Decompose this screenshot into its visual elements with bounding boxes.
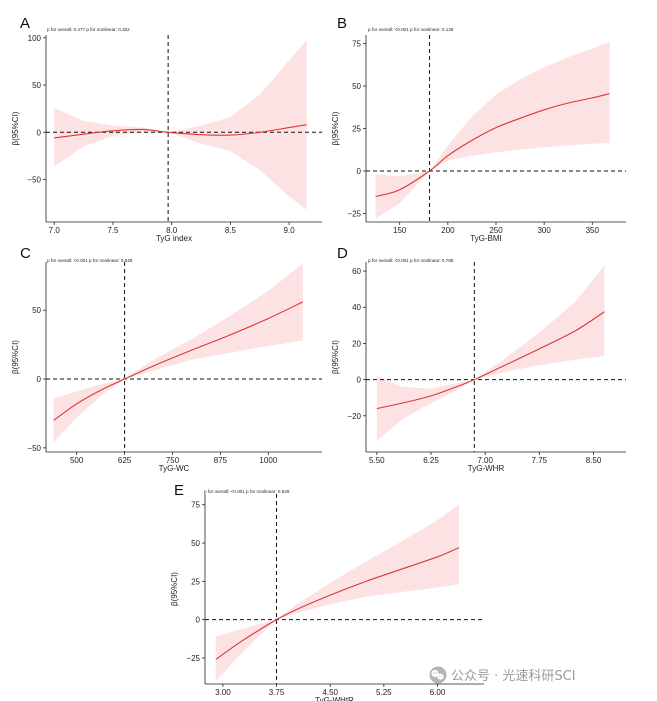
y-tick-label: 40	[352, 303, 361, 312]
x-tick-label: 3.00	[215, 688, 231, 697]
x-axis-title: TyG-BMI	[470, 234, 502, 243]
y-tick-label: 0	[37, 375, 42, 384]
y-tick-label: 50	[352, 82, 361, 91]
confidence-band	[54, 39, 307, 210]
estimate-curve	[54, 124, 307, 139]
y-axis-title: β(95%CI)	[331, 340, 340, 374]
x-tick-label: 9.0	[284, 226, 296, 235]
watermark-text: 公众号 · 光速科研SCI	[451, 669, 576, 684]
confidence-band	[376, 265, 605, 442]
y-tick-label: −25	[186, 654, 200, 663]
p-value-note: p for overall: 0.477 p for nonlinear: 0.…	[47, 27, 130, 32]
estimate-curve	[376, 311, 605, 410]
x-tick-label: 8.0	[166, 226, 178, 235]
x-axis-title: TyG index	[156, 234, 192, 243]
y-tick-label: 0	[37, 128, 42, 137]
x-tick-label: 6.00	[430, 688, 446, 697]
y-tick-label: 0	[196, 616, 201, 625]
x-tick-label: 7.5	[107, 226, 119, 235]
estimate-curve	[375, 93, 610, 198]
panel-letter: C	[20, 245, 31, 262]
panel-letter: E	[174, 482, 184, 499]
x-tick-label: 7.75	[532, 456, 548, 465]
panel-c: 500 625 750 875 1000 −50 0 50 TyG-WC β(95%CI) C p f…	[11, 245, 322, 473]
p-value-note: p for overall: <0.001 p for nonlinear: 0…	[368, 258, 454, 263]
x-tick-label: 3.75	[269, 688, 285, 697]
p-value-note: p for overall: <0.001 p for nonlinear: 0…	[204, 489, 290, 494]
y-tick-label: 60	[352, 267, 361, 276]
x-tick-label: 1000	[259, 456, 277, 465]
confidence-band	[53, 263, 303, 443]
y-tick-label: 75	[352, 40, 361, 49]
panel-letter: D	[337, 245, 348, 262]
y-tick-label: −50	[27, 444, 41, 453]
y-tick-label: −50	[27, 176, 41, 185]
x-tick-label: 300	[537, 226, 551, 235]
confidence-band	[375, 41, 610, 219]
x-tick-label: 150	[393, 226, 407, 235]
p-value-note: p for overall: <0.001 p for nonlinear: 0…	[368, 27, 454, 32]
watermark: 公众号 · 光速科研SCI	[429, 666, 576, 684]
y-tick-label: 100	[28, 34, 42, 43]
x-tick-label: 350	[586, 226, 600, 235]
x-tick-label: 6.25	[423, 456, 439, 465]
x-tick-label: 200	[441, 226, 455, 235]
x-tick-label: 750	[166, 456, 180, 465]
estimate-curve	[53, 301, 304, 421]
y-axis-title: β(95%CI)	[11, 111, 20, 145]
wechat-icon	[429, 666, 447, 684]
y-tick-label: 20	[352, 339, 361, 348]
x-tick-label: 8.5	[225, 226, 237, 235]
y-tick-label: −25	[347, 210, 361, 219]
x-tick-label: 7.00	[477, 456, 493, 465]
x-axis-title: TyG-WHtR	[315, 696, 354, 701]
y-tick-label: 0	[357, 167, 362, 176]
y-tick-label: 0	[357, 376, 362, 385]
y-tick-label: 50	[191, 539, 200, 548]
x-tick-label: 4.50	[322, 688, 338, 697]
y-tick-label: 50	[32, 81, 41, 90]
y-tick-label: 75	[191, 501, 200, 510]
panel-b: 150 200 250 300 350 −25 0 25 50 75 TyG-BMI β(95%CI)…	[331, 15, 626, 243]
x-axis-title: TyG-WC	[159, 464, 190, 473]
x-tick-label: 500	[70, 456, 84, 465]
y-axis-title: β(95%CI)	[170, 572, 179, 606]
estimate-curve	[215, 547, 460, 660]
y-axis-title: β(95%CI)	[331, 111, 340, 145]
x-tick-label: 7.0	[49, 226, 61, 235]
panel-e: 3.00 3.75 4.50 5.25 6.00 −25 0 25 50 75 TyG-WHtR β(…	[170, 482, 484, 701]
x-tick-label: 5.25	[376, 688, 392, 697]
x-tick-label: 5.50	[369, 456, 385, 465]
panel-d: 5.50 6.25 7.00 7.75 8.50 −20 0 20 40 60 TyG-WHR β(9…	[331, 245, 626, 473]
y-tick-label: 25	[191, 577, 200, 586]
x-tick-label: 875	[214, 456, 228, 465]
x-tick-label: 8.50	[586, 456, 602, 465]
y-axis-title: β(95%CI)	[11, 340, 20, 374]
panel-letter: B	[337, 15, 347, 32]
panel-a: 7.0 7.5 8.0 8.5 9.0 −50 0 50 100 TyG index β(95%CI…	[11, 15, 322, 243]
y-tick-label: 25	[352, 125, 361, 134]
p-value-note: p for overall: <0.001 p for nonlinear: 0…	[47, 258, 133, 263]
x-axis-title: TyG-WHR	[468, 464, 505, 473]
x-tick-label: 250	[489, 226, 503, 235]
panel-letter: A	[20, 15, 30, 32]
y-tick-label: 50	[32, 306, 41, 315]
y-tick-label: −20	[347, 412, 361, 421]
x-tick-label: 625	[118, 456, 132, 465]
